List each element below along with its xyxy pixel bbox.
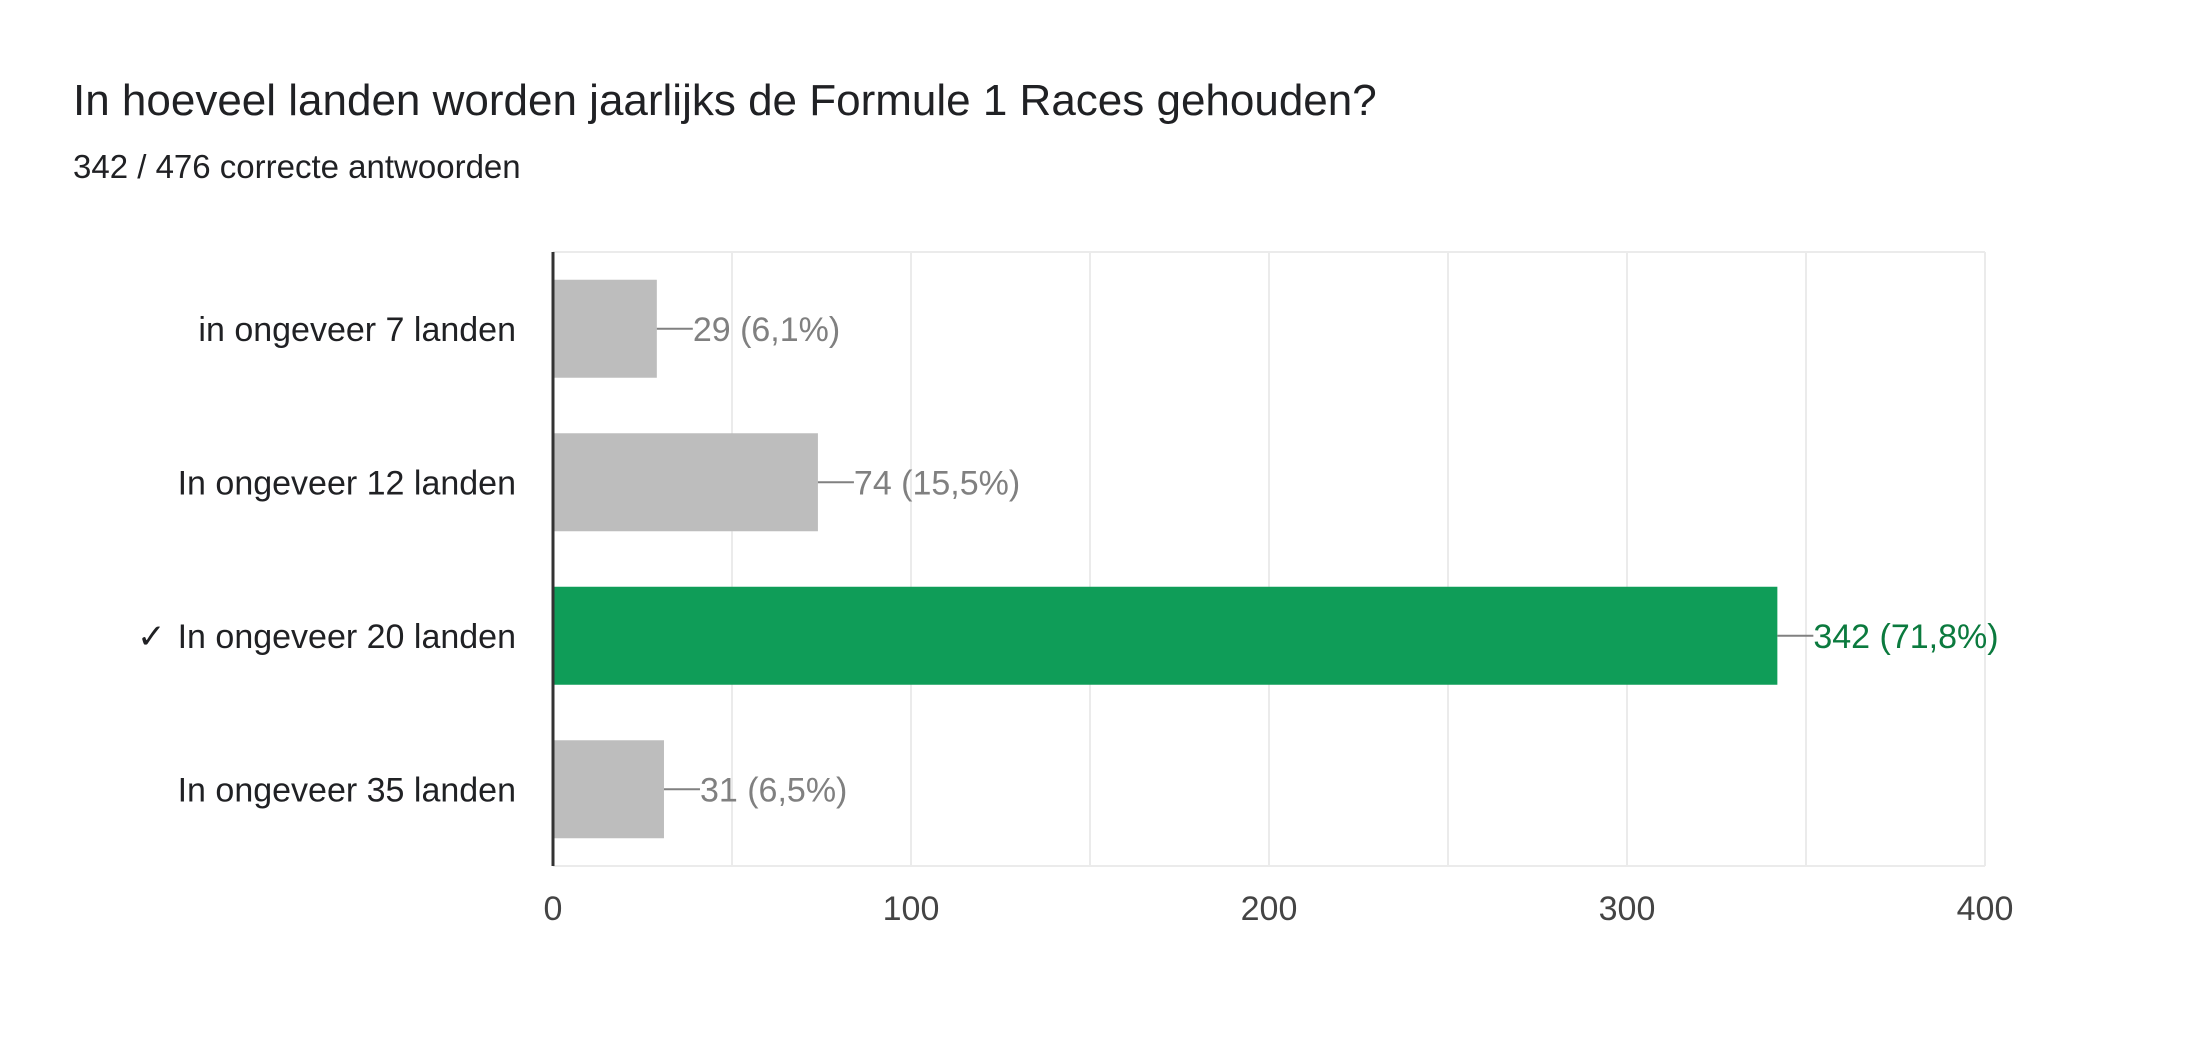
x-tick-label: 400 — [1957, 890, 2014, 928]
bar — [553, 740, 664, 839]
data-label: 342 (71,8%) — [1813, 618, 1998, 656]
x-tick-label: 100 — [883, 890, 940, 928]
bar — [553, 433, 818, 532]
category-label: In ongeveer 12 landen — [178, 464, 516, 502]
bar — [553, 586, 1778, 685]
bar — [553, 279, 657, 378]
x-tick-label: 200 — [1241, 890, 1298, 928]
category-label: In ongeveer 35 landen — [178, 771, 516, 809]
x-tick-label: 0 — [544, 890, 563, 928]
data-label: 74 (15,5%) — [854, 464, 1020, 502]
x-tick-label: 300 — [1599, 890, 1656, 928]
question-title: In hoeveel landen worden jaarlijks de Fo… — [73, 76, 1377, 125]
data-label: 29 (6,1%) — [693, 311, 840, 349]
category-label: In ongeveer 20 landen — [178, 618, 516, 656]
correct-answer-check-icon: ✓ — [137, 618, 166, 656]
correct-answers-count: 342 / 476 correcte antwoorden — [73, 148, 521, 185]
data-label: 31 (6,5%) — [700, 771, 847, 809]
category-label: in ongeveer 7 landen — [198, 311, 516, 349]
